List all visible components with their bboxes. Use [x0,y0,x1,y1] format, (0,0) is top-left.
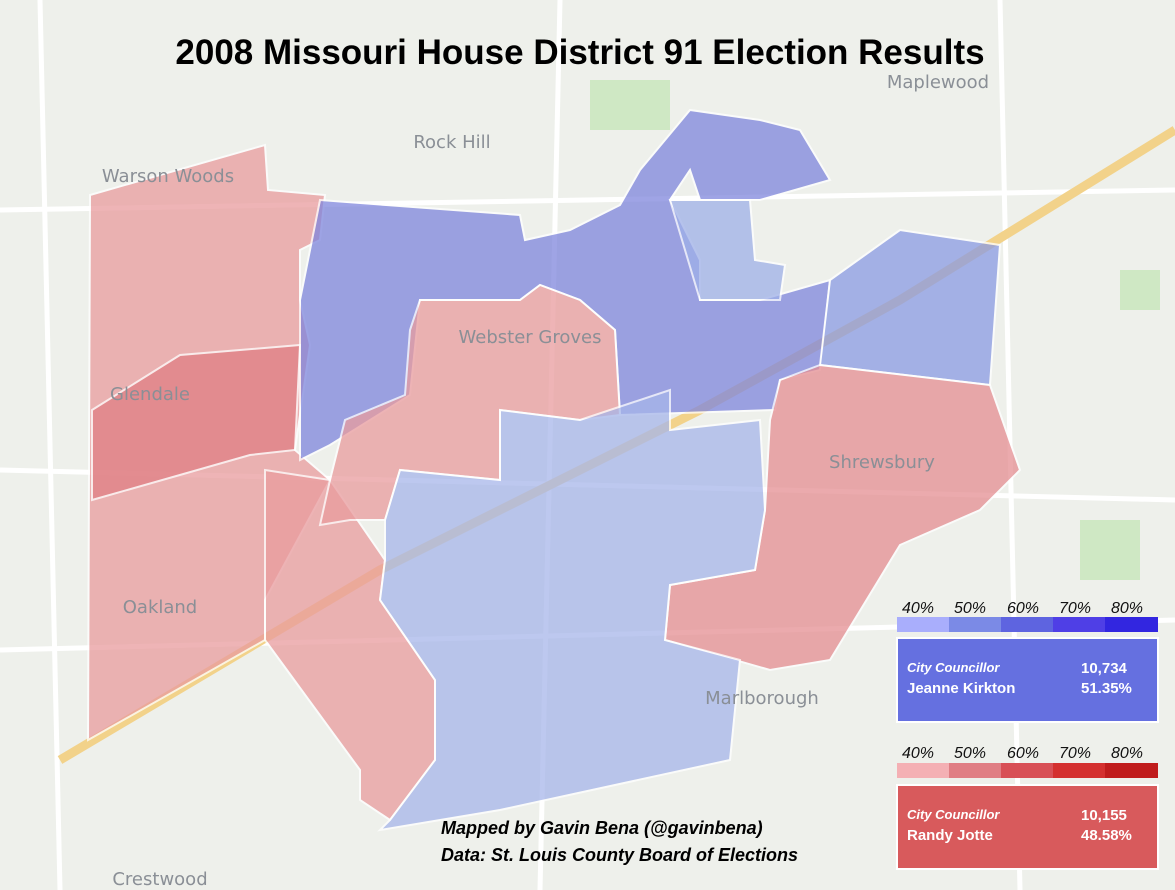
park [590,80,670,130]
legend-swatch [897,763,949,778]
candidate-box-bg [896,637,1159,723]
legend-swatch [949,763,1001,778]
candidate-share: 48.58% [1081,827,1132,844]
legend-swatch [1001,617,1053,632]
candidate-name: Jeanne Kirkton [907,680,1015,697]
precincts [86,108,1022,832]
legend-red: 40% 50% 60% 70% 80% [897,745,1158,778]
legend-label: 40% [902,745,934,762]
place-label: Webster Groves [459,327,602,348]
legend-blue: 40% 50% 60% 70% 80% [897,600,1158,632]
candidate-name: Randy Jotte [907,827,993,844]
legend-label: 60% [1007,745,1039,762]
legend-swatch [1053,763,1105,778]
legend-label: 50% [954,745,986,762]
place-label: Crestwood [112,869,207,890]
legend-label: 70% [1059,745,1091,762]
legend-label: 60% [1007,600,1039,617]
legend-swatch [897,617,949,632]
legend-label: 40% [902,600,934,617]
place-label: Maplewood [887,72,989,93]
candidate-share: 51.35% [1081,680,1132,697]
precinct [377,388,767,832]
office: City Councillor [907,807,1000,822]
legend-label: 50% [954,600,986,617]
precinct [668,199,787,301]
place-label: Shrewsbury [829,452,935,473]
office: City Councillor [907,660,1000,675]
place-label: Glendale [110,384,190,405]
legend-label: 80% [1111,600,1143,617]
legend-label: 80% [1111,745,1143,762]
candidate-box: City Councillor Randy Jotte 10,155 48.58… [896,784,1159,870]
place-label: Warson Woods [102,166,234,187]
legend-swatch [1105,617,1158,632]
precinct [91,343,302,502]
place-label: Marlborough [705,688,819,709]
candidate-votes: 10,155 [1081,807,1127,824]
park [1120,270,1160,310]
place-label: Oakland [123,597,198,618]
place-label: Rock Hill [413,132,490,153]
legend-swatch [949,617,1001,632]
precinct [818,228,1002,387]
candidate-votes: 10,734 [1081,660,1128,677]
credit: Data: St. Louis County Board of Election… [441,845,798,865]
park [1080,520,1140,580]
candidate-box: City Councillor Jeanne Kirkton 10,734 51… [896,637,1159,723]
map-title: 2008 Missouri House District 91 Election… [175,33,984,72]
legend-swatch [1053,617,1105,632]
legend-swatch [1001,763,1053,778]
credit: Mapped by Gavin Bena (@gavinbena) [441,818,763,838]
legend-swatch [1105,763,1158,778]
candidate-box-bg [896,784,1159,870]
legend-label: 70% [1059,600,1091,617]
